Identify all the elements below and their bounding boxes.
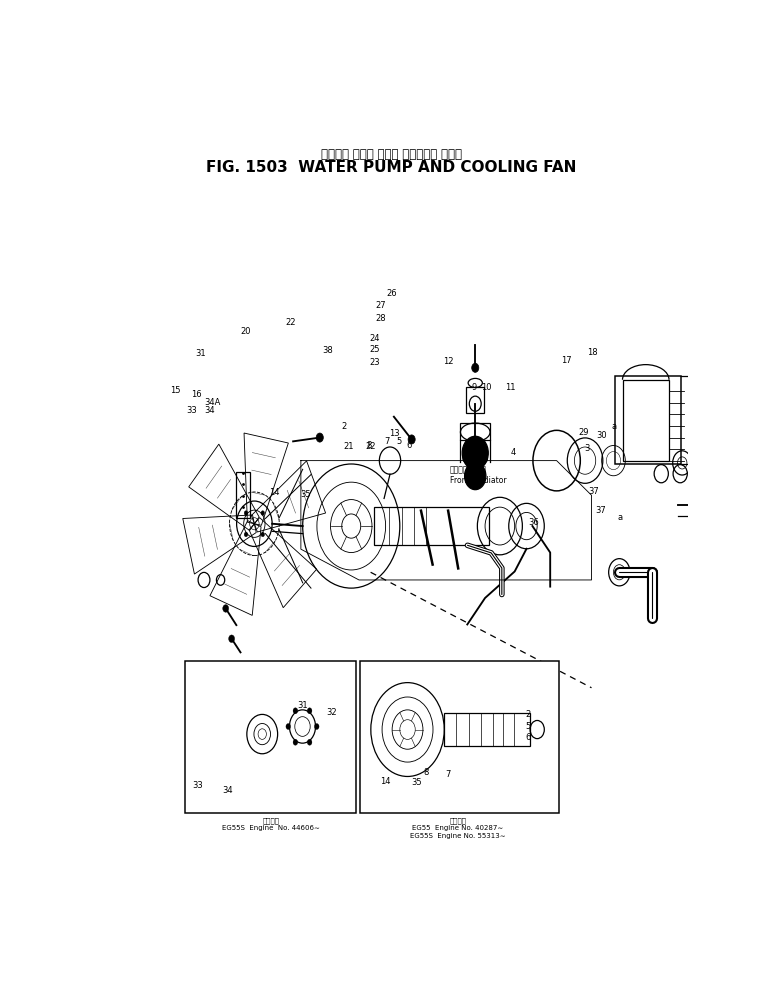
Bar bbox=[466, 386, 484, 413]
Circle shape bbox=[314, 723, 319, 729]
Circle shape bbox=[316, 434, 323, 442]
Circle shape bbox=[244, 532, 248, 537]
Text: 3: 3 bbox=[584, 444, 590, 453]
Text: 14: 14 bbox=[269, 489, 280, 497]
Text: 34A: 34A bbox=[205, 398, 221, 407]
Bar bbox=[360, 662, 558, 813]
Text: 11: 11 bbox=[505, 383, 515, 392]
Bar bbox=[623, 379, 669, 461]
Text: 5: 5 bbox=[525, 723, 530, 731]
Circle shape bbox=[293, 708, 298, 714]
Text: 28: 28 bbox=[375, 314, 386, 323]
Text: 27: 27 bbox=[375, 301, 386, 311]
Text: 29: 29 bbox=[578, 428, 588, 436]
Circle shape bbox=[293, 739, 298, 745]
Circle shape bbox=[408, 434, 415, 444]
Bar bbox=[374, 507, 489, 545]
Text: 31: 31 bbox=[297, 701, 307, 710]
Text: 34: 34 bbox=[205, 406, 215, 416]
Text: ウォータ ポンプ およܽ クーリング ファン: ウォータ ポンプ およܽ クーリング ファン bbox=[321, 147, 462, 161]
Text: 25: 25 bbox=[370, 345, 380, 354]
Text: 37: 37 bbox=[595, 505, 606, 514]
Circle shape bbox=[471, 364, 479, 373]
Text: 適用番号
EG55  Engine No. 40287∼
EG55S  Engine No. 55313∼: 適用番号 EG55 Engine No. 40287∼ EG55S Engine… bbox=[410, 817, 506, 838]
Text: 6: 6 bbox=[525, 733, 530, 742]
Text: 21: 21 bbox=[344, 442, 354, 451]
Text: 20: 20 bbox=[240, 327, 251, 336]
Text: 17: 17 bbox=[561, 356, 571, 365]
Text: 36: 36 bbox=[528, 518, 539, 528]
Text: 14: 14 bbox=[380, 778, 391, 786]
Text: a: a bbox=[617, 513, 623, 522]
Text: 2: 2 bbox=[342, 423, 347, 432]
Circle shape bbox=[228, 635, 235, 643]
Text: 38: 38 bbox=[322, 346, 333, 355]
Circle shape bbox=[261, 532, 264, 537]
Circle shape bbox=[307, 739, 312, 745]
Text: 31: 31 bbox=[196, 349, 206, 358]
Circle shape bbox=[307, 708, 312, 714]
Bar bbox=[615, 376, 681, 464]
Text: 24: 24 bbox=[370, 333, 380, 343]
Circle shape bbox=[286, 723, 290, 729]
Text: 18: 18 bbox=[588, 348, 598, 357]
Text: 7: 7 bbox=[445, 771, 451, 780]
Text: 37: 37 bbox=[589, 488, 600, 496]
Text: 32: 32 bbox=[325, 708, 336, 717]
Bar bbox=[235, 472, 251, 518]
Text: 35: 35 bbox=[412, 778, 422, 787]
Text: 33: 33 bbox=[186, 406, 197, 416]
Text: 7: 7 bbox=[384, 436, 390, 445]
Text: 8: 8 bbox=[367, 441, 372, 450]
Text: FIG. 1503  WATER PUMP AND COOLING FAN: FIG. 1503 WATER PUMP AND COOLING FAN bbox=[206, 160, 577, 175]
Bar bbox=[444, 713, 530, 746]
Text: 2: 2 bbox=[525, 710, 530, 719]
Text: 8: 8 bbox=[423, 768, 429, 778]
Text: a: a bbox=[612, 423, 617, 432]
Text: 30: 30 bbox=[596, 432, 607, 440]
Circle shape bbox=[261, 511, 264, 515]
Text: 4: 4 bbox=[510, 448, 516, 457]
Text: 23: 23 bbox=[370, 358, 380, 367]
Text: ラジエーターから
From  Radiator: ラジエーターから From Radiator bbox=[449, 465, 507, 486]
Text: 9: 9 bbox=[472, 383, 477, 392]
Text: 16: 16 bbox=[191, 389, 202, 399]
Circle shape bbox=[223, 605, 228, 612]
Text: 5: 5 bbox=[396, 436, 401, 445]
Text: 22: 22 bbox=[286, 318, 296, 326]
Text: 22: 22 bbox=[366, 442, 376, 451]
Text: 19: 19 bbox=[470, 443, 481, 452]
Text: 33: 33 bbox=[193, 781, 203, 790]
Text: 34: 34 bbox=[222, 785, 233, 794]
Circle shape bbox=[465, 462, 486, 490]
Text: 13: 13 bbox=[389, 430, 400, 438]
Text: 12: 12 bbox=[443, 357, 454, 367]
Text: 26: 26 bbox=[387, 289, 397, 298]
Text: 適用番号
EG55S  Engine  No. 44606∼: 適用番号 EG55S Engine No. 44606∼ bbox=[222, 817, 320, 832]
Text: 15: 15 bbox=[170, 386, 180, 395]
Circle shape bbox=[244, 511, 248, 515]
Text: 10: 10 bbox=[481, 383, 491, 392]
Text: 6: 6 bbox=[406, 441, 412, 450]
Circle shape bbox=[462, 436, 488, 470]
Bar bbox=[186, 662, 356, 813]
Text: 35: 35 bbox=[300, 490, 311, 498]
Bar bbox=[461, 423, 490, 439]
